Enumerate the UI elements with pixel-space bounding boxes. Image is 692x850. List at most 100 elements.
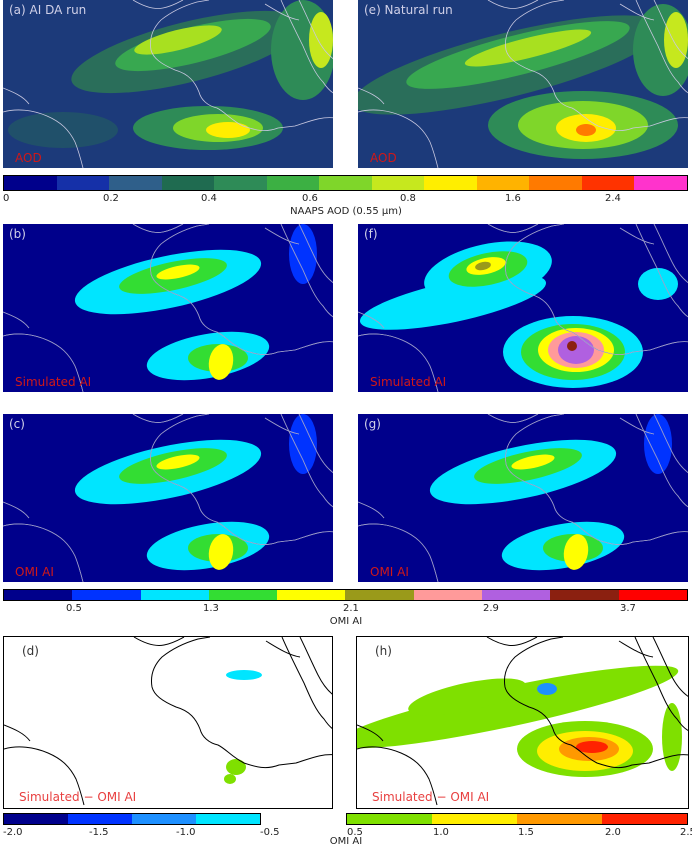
- colorbar-tick-label: 1.6: [505, 193, 521, 204]
- panel-label: (d): [22, 644, 39, 658]
- map-background: [4, 637, 332, 808]
- ai-map-omi-left: [3, 414, 333, 582]
- diff-colorbar-negative: [3, 813, 261, 825]
- colorbar-segment: [432, 814, 517, 824]
- smoke-plume-peak: [576, 124, 596, 136]
- panel-corner-text: AOD: [370, 151, 397, 165]
- panel-corner-text: OMI AI: [15, 565, 54, 579]
- colorbar-tick-label: 1.0: [433, 827, 449, 838]
- coastline: [358, 414, 688, 582]
- aod-colorbar: [3, 175, 688, 191]
- coastline: [358, 224, 688, 392]
- smoke-plume-peak: [567, 341, 577, 351]
- panel-f-map: (f) Simulated AI: [358, 224, 688, 392]
- colorbar-tick-label: 0.4: [201, 193, 217, 204]
- coastline: [3, 224, 333, 392]
- panel-c-map: (c) OMI AI: [3, 414, 333, 582]
- dust-plume-core: [464, 29, 592, 67]
- colorbar-tick-label: -0.5: [260, 827, 280, 838]
- colorbar-tick-label: 0.5: [66, 603, 82, 614]
- colorbar-tick-label: 1.5: [518, 827, 534, 838]
- colorbar-tick-label: 0.5: [347, 827, 363, 838]
- colorbar-segment: [4, 814, 68, 824]
- colorbar-tick-label: 2.4: [605, 193, 621, 204]
- smoke-plume-core: [208, 534, 234, 570]
- arabia-plume: [644, 414, 672, 474]
- positive-diff-patch: [224, 774, 236, 784]
- colorbar-segment: [214, 176, 267, 190]
- colorbar-segment: [266, 176, 320, 190]
- colorbar-segment: [4, 590, 73, 600]
- colorbar-segment: [602, 814, 687, 824]
- diff-colorbar-title: OMI AI: [329, 836, 363, 847]
- colorbar-segment: [109, 176, 162, 190]
- dust-plume-peak: [475, 261, 491, 271]
- ai-map-omi-right: [358, 414, 688, 582]
- colorbar-segment: [72, 590, 141, 600]
- positive-diff-band: [408, 678, 526, 716]
- aod-map-ai-da: [3, 0, 333, 168]
- colorbar-segment: [424, 176, 477, 190]
- panel-corner-text: Simulated AI: [370, 375, 447, 389]
- colorbar-segment: [529, 176, 582, 190]
- smoke-plume-core: [558, 336, 594, 364]
- colorbar-segment: [56, 176, 110, 190]
- colorbar-tick-label: 2.5: [680, 827, 692, 838]
- dust-plume-core: [156, 454, 200, 470]
- colorbar-segment: [618, 590, 687, 600]
- panel-g-map: (g) OMI AI: [358, 414, 688, 582]
- positive-diff-band: [357, 665, 679, 749]
- colorbar-segment: [140, 590, 209, 600]
- colorbar-segment: [345, 590, 414, 600]
- colorbar-tick-label: -1.0: [176, 827, 196, 838]
- colorbar-tick-label: 3.7: [620, 603, 636, 614]
- colorbar-tick-label: 0: [3, 193, 10, 204]
- colorbar-tick-label: 2.0: [605, 827, 621, 838]
- diff-map-ai-da: [4, 637, 332, 808]
- colorbar-segment: [68, 814, 132, 824]
- colorbar-segment: [347, 814, 432, 824]
- colorbar-segment: [4, 176, 57, 190]
- colorbar-segment: [277, 590, 346, 600]
- negative-diff-patch: [537, 683, 557, 695]
- colorbar-tick-label: 0.6: [302, 193, 318, 204]
- panel-label: (e) Natural run: [364, 3, 453, 17]
- smoke-plume-core: [563, 534, 589, 570]
- arabia-plume: [289, 224, 317, 284]
- panel-e-map: (e) Natural run AOD: [358, 0, 688, 168]
- arabia-plume: [638, 268, 678, 300]
- dust-plume-core: [156, 264, 200, 280]
- colorbar-tick-label: 0.8: [400, 193, 416, 204]
- colorbar-tick-label: 2.9: [483, 603, 499, 614]
- panel-corner-text: Simulated − OMI AI: [372, 790, 490, 804]
- colorbar-segment: [208, 590, 278, 600]
- coastline: [357, 637, 688, 806]
- haze-region: [8, 112, 118, 148]
- coastline: [358, 0, 688, 168]
- colorbar-segment: [517, 814, 602, 824]
- colorbar-segment: [482, 590, 551, 600]
- colorbar-tick-label: -1.5: [89, 827, 109, 838]
- panel-corner-text: Simulated AI: [15, 375, 92, 389]
- dust-plume-core: [511, 454, 555, 470]
- panel-label: (b): [9, 227, 26, 241]
- colorbar-segment: [634, 176, 687, 190]
- panel-corner-text: OMI AI: [370, 565, 409, 579]
- panel-d-map: (d) Simulated − OMI AI: [3, 636, 333, 809]
- panel-label: (h): [375, 644, 392, 658]
- colorbar-segment: [550, 590, 619, 600]
- colorbar-segment: [581, 176, 635, 190]
- coastline: [4, 637, 332, 806]
- panel-label: (f): [364, 227, 378, 241]
- arabia-plume-core: [664, 12, 688, 68]
- ai-colorbar-title: OMI AI: [329, 616, 363, 627]
- diff-colorbar-positive: [346, 813, 688, 825]
- smoke-plume-core: [206, 122, 250, 138]
- panel-label: (g): [364, 417, 381, 431]
- colorbar-segment: [476, 176, 530, 190]
- ai-map-simulated-da: [3, 224, 333, 392]
- coastline: [3, 414, 333, 582]
- diff-map-natural: [357, 637, 688, 808]
- colorbar-tick-label: -2.0: [3, 827, 23, 838]
- colorbar-tick-label: 0.2: [103, 193, 119, 204]
